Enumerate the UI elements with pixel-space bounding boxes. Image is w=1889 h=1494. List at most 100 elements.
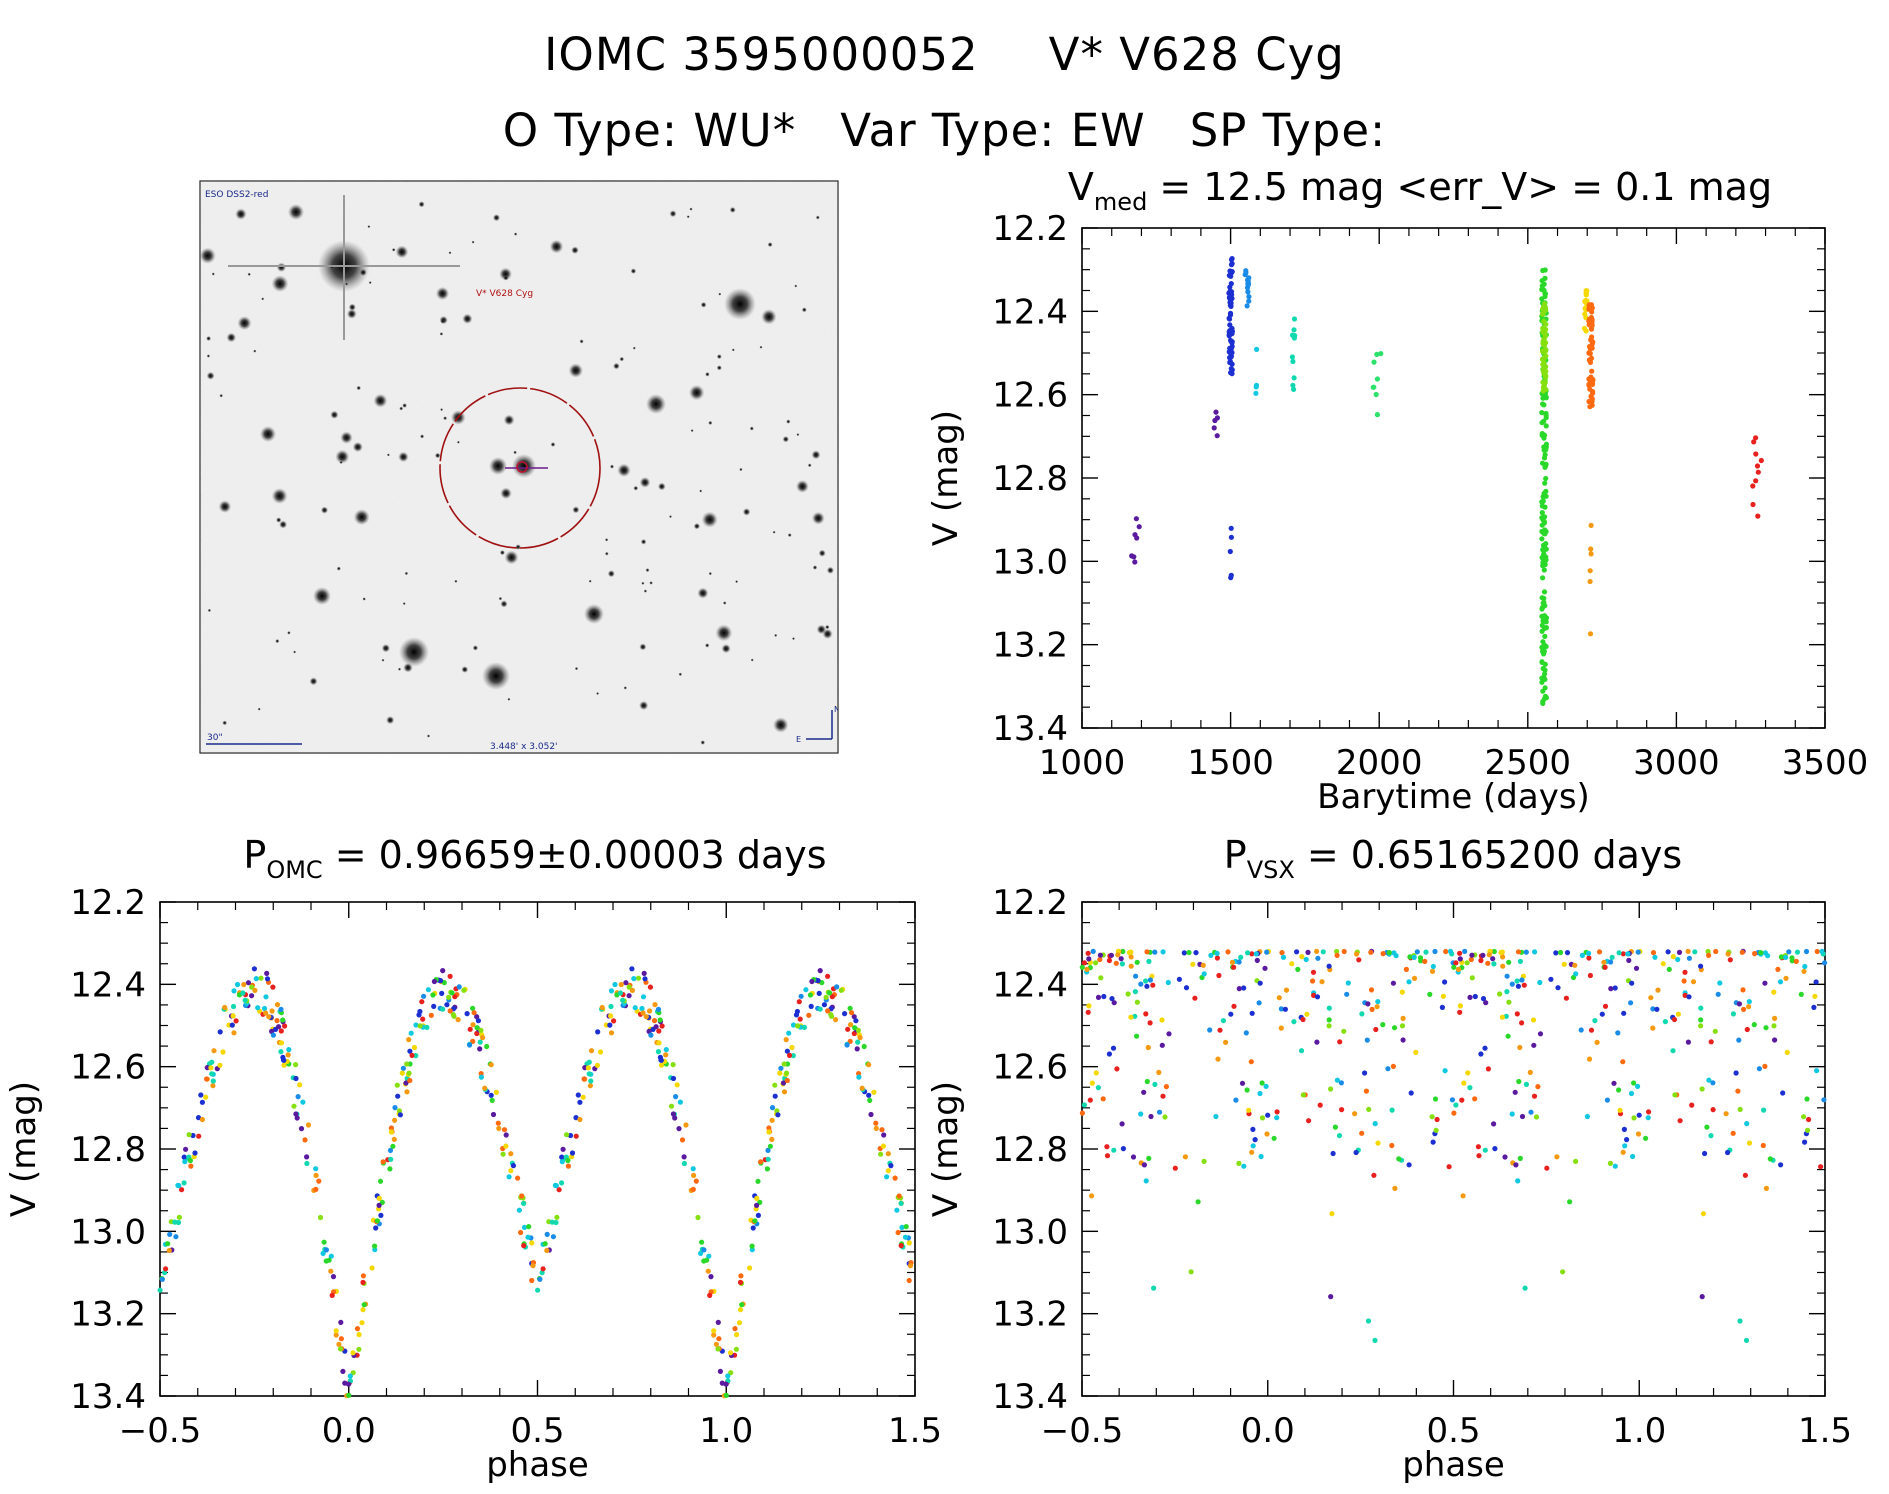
star	[454, 579, 458, 583]
data-point	[1497, 991, 1503, 997]
data-point	[699, 1239, 705, 1245]
star	[200, 247, 216, 264]
data-point	[774, 1108, 780, 1114]
data-point	[1332, 1124, 1338, 1130]
data-point	[1274, 1109, 1280, 1115]
data-point	[1540, 542, 1547, 549]
data-point	[769, 1105, 776, 1111]
data-point	[1519, 1113, 1526, 1120]
data-point	[1588, 393, 1594, 399]
y-axis-label: V (mag)	[4, 1081, 44, 1217]
star	[247, 272, 251, 276]
star	[639, 643, 647, 651]
data-point	[716, 1336, 722, 1342]
data-point	[1374, 1004, 1380, 1010]
data-point	[1705, 948, 1711, 955]
plot-frame	[1081, 901, 1826, 1397]
data-point	[392, 1117, 398, 1123]
star	[418, 201, 425, 208]
data-point	[559, 1154, 565, 1160]
data-point	[1113, 960, 1119, 966]
data-point	[1540, 688, 1546, 694]
data-point	[282, 1023, 288, 1029]
data-point	[425, 987, 431, 993]
data-point	[394, 1082, 400, 1088]
data-point	[1472, 1096, 1478, 1102]
data-point	[404, 1089, 410, 1095]
star	[639, 700, 649, 711]
data-point	[717, 1368, 724, 1374]
star	[739, 467, 743, 472]
data-point	[737, 1307, 744, 1313]
data-point	[269, 1008, 275, 1014]
data-point	[1584, 298, 1590, 304]
data-point	[1249, 1149, 1255, 1155]
x-tick-label: 1.0	[699, 1411, 753, 1451]
data-point	[387, 1147, 394, 1153]
data-point	[816, 990, 822, 997]
data-point	[431, 978, 437, 985]
data-point	[1143, 978, 1149, 984]
star	[206, 371, 215, 380]
data-point	[1754, 463, 1761, 469]
data-point	[340, 1368, 346, 1374]
data-point	[1407, 954, 1413, 960]
data-point	[1778, 954, 1784, 960]
data-point	[1646, 1109, 1652, 1115]
data-point	[899, 1224, 905, 1230]
data-point	[1589, 334, 1595, 340]
star	[435, 286, 450, 301]
data-point	[1144, 983, 1150, 989]
star	[500, 600, 508, 608]
data-point	[1133, 516, 1139, 522]
data-point	[1422, 958, 1428, 965]
data-point	[1798, 991, 1804, 998]
data-point	[643, 1014, 649, 1020]
star	[796, 480, 809, 493]
data-point	[1314, 948, 1320, 955]
data-point	[1300, 1092, 1306, 1098]
data-point	[1110, 1045, 1117, 1051]
data-point	[1723, 1111, 1729, 1117]
data-point	[1319, 979, 1325, 985]
data-point	[525, 1234, 531, 1240]
data-point	[417, 1008, 423, 1015]
data-point	[1264, 949, 1270, 955]
star	[699, 489, 703, 493]
data-point	[1500, 963, 1506, 969]
data-point	[187, 1157, 193, 1164]
data-point	[1539, 296, 1545, 302]
star	[767, 242, 773, 248]
data-point	[801, 1024, 808, 1030]
data-point	[806, 1012, 812, 1018]
data-point	[1500, 954, 1506, 960]
data-point	[1250, 1126, 1256, 1132]
data-point	[1643, 1135, 1649, 1141]
data-point	[1700, 1211, 1706, 1217]
data-point	[1228, 303, 1234, 309]
data-point	[1364, 1037, 1370, 1043]
data-point	[895, 1229, 901, 1236]
data-point	[772, 1082, 778, 1088]
data-point	[681, 1154, 687, 1160]
star	[815, 215, 820, 220]
x-tick-label: 2000	[1336, 743, 1423, 783]
data-point	[1108, 952, 1114, 958]
data-point	[1400, 1037, 1406, 1043]
data-point	[1733, 1070, 1739, 1076]
data-point	[1743, 1337, 1750, 1343]
data-point	[1539, 628, 1545, 634]
data-point	[508, 1151, 514, 1157]
finder-chart: ESO DSS2-red V* V628 Cyg 30" 3.448' x 3.…	[199, 180, 839, 754]
data-point	[1601, 959, 1607, 965]
data-point	[868, 1111, 874, 1118]
data-point	[1685, 1039, 1691, 1045]
data-point	[1587, 972, 1593, 979]
data-point	[1587, 568, 1593, 574]
data-point	[1682, 992, 1688, 999]
data-point	[648, 1032, 654, 1038]
data-point	[255, 1005, 261, 1011]
data-point	[898, 1243, 904, 1249]
data-point	[676, 1126, 682, 1132]
data-point	[672, 1115, 678, 1121]
